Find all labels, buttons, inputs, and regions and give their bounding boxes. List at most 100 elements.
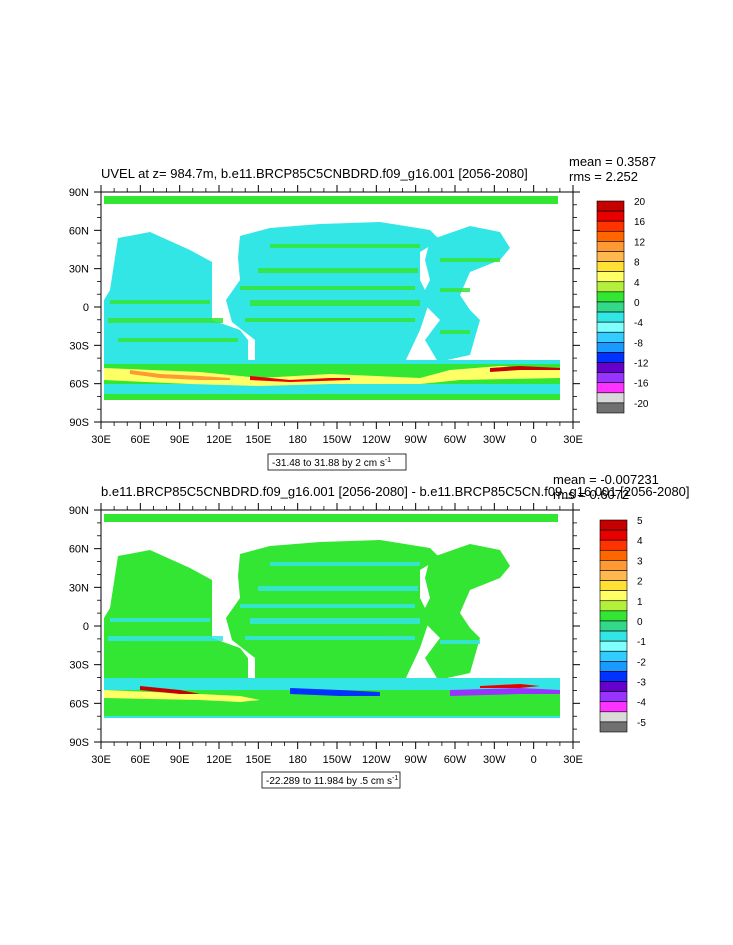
colorbar-label: 0 <box>634 298 640 309</box>
panel-1-axes: 30E 60E 90E 120E 150E 180 150W 120W 90W 60W 30W 0 30… <box>69 185 583 446</box>
colorbar-box <box>596 311 625 323</box>
colorbar-label: 3 <box>637 556 643 567</box>
acc-purple <box>450 688 560 696</box>
x-tick-label: 30E <box>563 754 583 766</box>
colorbar-label: 8 <box>634 258 640 269</box>
colorbar-label: -2 <box>637 657 646 668</box>
colorbar-box <box>599 721 628 733</box>
colorbar-box <box>596 321 625 333</box>
zonal-stripes <box>108 562 480 644</box>
x-tick-label: 30W <box>483 754 506 766</box>
panel-1-colorbar: 20 16 12 8 4 0 -4 -8 -12 -16 -20 <box>596 197 649 414</box>
ocean-arctic <box>104 196 558 204</box>
x-tick-label: 120E <box>206 754 232 766</box>
colorbar-box <box>599 701 628 713</box>
x-tick-label: 120W <box>362 754 391 766</box>
colorbar-box <box>596 251 625 262</box>
x-tick-label: 180 <box>288 754 306 766</box>
ocean-pacific <box>226 222 440 362</box>
x-tick-label: 30E <box>91 754 111 766</box>
colorbar-box <box>599 691 628 703</box>
x-tick-label: 90W <box>404 434 427 446</box>
colorbar-box <box>596 402 625 414</box>
colorbar-box <box>599 600 628 612</box>
panel-1-map <box>101 192 573 422</box>
colorbar-box <box>596 342 625 353</box>
colorbar-box <box>599 560 628 571</box>
colorbar-label: 4 <box>634 278 640 289</box>
x-tick-label: 30W <box>483 434 506 446</box>
y-tick-label: 90S <box>69 417 89 429</box>
panel-2-title: b.e11.BRCP85C5CNBDRD.f09_g16.001 [2056-2… <box>101 484 690 499</box>
x-tick-label: 60W <box>444 434 467 446</box>
x-tick-label: 0 <box>531 434 537 446</box>
y-tick-label: 90N <box>69 187 89 199</box>
x-tick-label: 150E <box>245 434 271 446</box>
panel-1-title: UVEL at z= 984.7m, b.e11.BRCP85C5CNBDRD.… <box>101 166 528 181</box>
ocean-arctic <box>104 514 558 522</box>
y-tick-label: 60S <box>69 379 89 391</box>
colorbar-box <box>596 261 625 272</box>
panel-2-colorbar: 5 4 3 2 1 0 -1 -2 -3 -4 -5 <box>599 516 646 733</box>
x-tick-label: 90E <box>170 434 190 446</box>
colorbar-label: -20 <box>634 399 649 410</box>
colorbar-label: -8 <box>634 338 643 349</box>
panel-1-mean: mean = 0.3587 <box>569 154 656 169</box>
zonal-stripes <box>108 244 500 342</box>
colorbar-box <box>599 590 628 602</box>
y-tick-label: 30N <box>69 582 89 594</box>
colorbar-box <box>596 352 625 363</box>
colorbar-box <box>599 549 628 561</box>
acc-red <box>250 376 350 382</box>
panel-2-rms: rms = 0.6072 <box>553 487 629 502</box>
colorbar-label: 20 <box>634 197 646 208</box>
ocean-atlantic <box>420 544 510 680</box>
colorbar-box <box>596 301 625 313</box>
antarctic-coast <box>104 394 560 400</box>
ocean-pacific <box>226 540 440 680</box>
antarctic-coast <box>104 710 560 716</box>
x-tick-label: 90E <box>170 754 190 766</box>
colorbar-box <box>596 230 625 242</box>
colorbar-box <box>599 640 628 652</box>
y-tick-label: 60N <box>69 225 89 237</box>
acc-blue <box>290 688 380 696</box>
colorbar-box <box>596 281 625 293</box>
colorbar-label: -4 <box>634 318 643 329</box>
panel-1-rms: rms = 2.252 <box>569 169 638 184</box>
colorbar-box <box>599 661 628 672</box>
colorbar-box <box>596 362 625 373</box>
panel-2-info-box <box>261 771 401 789</box>
colorbar-label: 4 <box>637 536 643 547</box>
y-tick-label: 30S <box>69 340 89 352</box>
colorbar-box <box>599 610 628 622</box>
x-tick-label: 30E <box>91 434 111 446</box>
colorbar-box <box>599 539 628 551</box>
colorbar-box <box>599 630 628 642</box>
x-tick-label: 120E <box>206 434 232 446</box>
acc-yellow <box>104 690 260 702</box>
panel-2-info-text: -22.289 to 11.984 by .5 cm s-1 <box>266 775 398 787</box>
colorbar-label: -12 <box>634 359 649 370</box>
colorbar-box <box>599 650 628 662</box>
colorbar-box <box>599 519 628 531</box>
colorbar-box <box>599 671 628 682</box>
panel-2-mean: mean = -0.007231 <box>553 472 659 487</box>
y-tick-label: 60N <box>69 544 89 556</box>
colorbar-box <box>599 529 628 541</box>
x-tick-label: 180 <box>288 434 306 446</box>
ocean-indian <box>104 232 248 362</box>
colorbar-box <box>599 580 628 591</box>
y-tick-label: 90S <box>69 737 89 749</box>
colorbar-label: 5 <box>637 516 643 527</box>
y-tick-label: 60S <box>69 698 89 710</box>
x-tick-label: 150E <box>245 754 271 766</box>
colorbar-label: 1 <box>637 597 643 608</box>
colorbar-label: -1 <box>637 637 646 648</box>
x-tick-label: 60W <box>444 754 467 766</box>
colorbar-label: -16 <box>634 379 649 390</box>
colorbar-box <box>596 382 625 394</box>
colorbar-box <box>596 210 625 222</box>
colorbar-label: 16 <box>634 217 646 228</box>
